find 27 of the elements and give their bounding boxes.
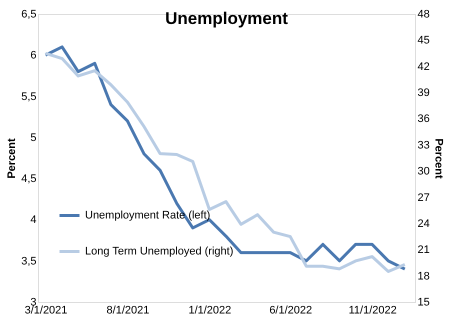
- y-tick-label: 5,5: [21, 90, 36, 103]
- y2-tick-label: 33: [418, 139, 430, 152]
- y2-tick-label: 27: [418, 192, 430, 204]
- y-tick-label: 4: [30, 214, 36, 226]
- y2-tick-label: 18: [418, 270, 430, 282]
- y-tick-label: 5: [30, 132, 36, 144]
- y2-tick-label: 45: [418, 34, 430, 47]
- y-tick-label: 4,5: [21, 173, 36, 186]
- y2-tick-label: 21: [418, 244, 430, 256]
- x-tick-label: 1/1/2022: [188, 304, 232, 316]
- y2-axis-title: Percent: [432, 138, 445, 180]
- y2-tick-label: 48: [418, 8, 430, 20]
- y-tick-label: 6,5: [21, 8, 36, 20]
- y-axis-title: Percent: [6, 138, 18, 179]
- y2-tick-label: 15: [418, 296, 430, 308]
- legend-label: Long Term Unemployed (right): [85, 246, 234, 258]
- x-tick-label: 8/1/2021: [106, 304, 150, 316]
- y-tick-label: 6: [30, 50, 36, 62]
- x-tick-label: 11/1/2022: [348, 304, 397, 316]
- y2-tick-label: 24: [418, 218, 430, 230]
- y2-tick-label: 36: [418, 113, 430, 126]
- x-tick-label: 6/1/2022: [269, 304, 312, 316]
- y2-tick-label: 30: [418, 166, 430, 178]
- chart-title: Unemployment: [165, 9, 288, 28]
- y2-tick-label: 42: [418, 60, 430, 73]
- y-tick-label: 3,5: [21, 255, 36, 268]
- y2-tick-label: 39: [418, 87, 430, 100]
